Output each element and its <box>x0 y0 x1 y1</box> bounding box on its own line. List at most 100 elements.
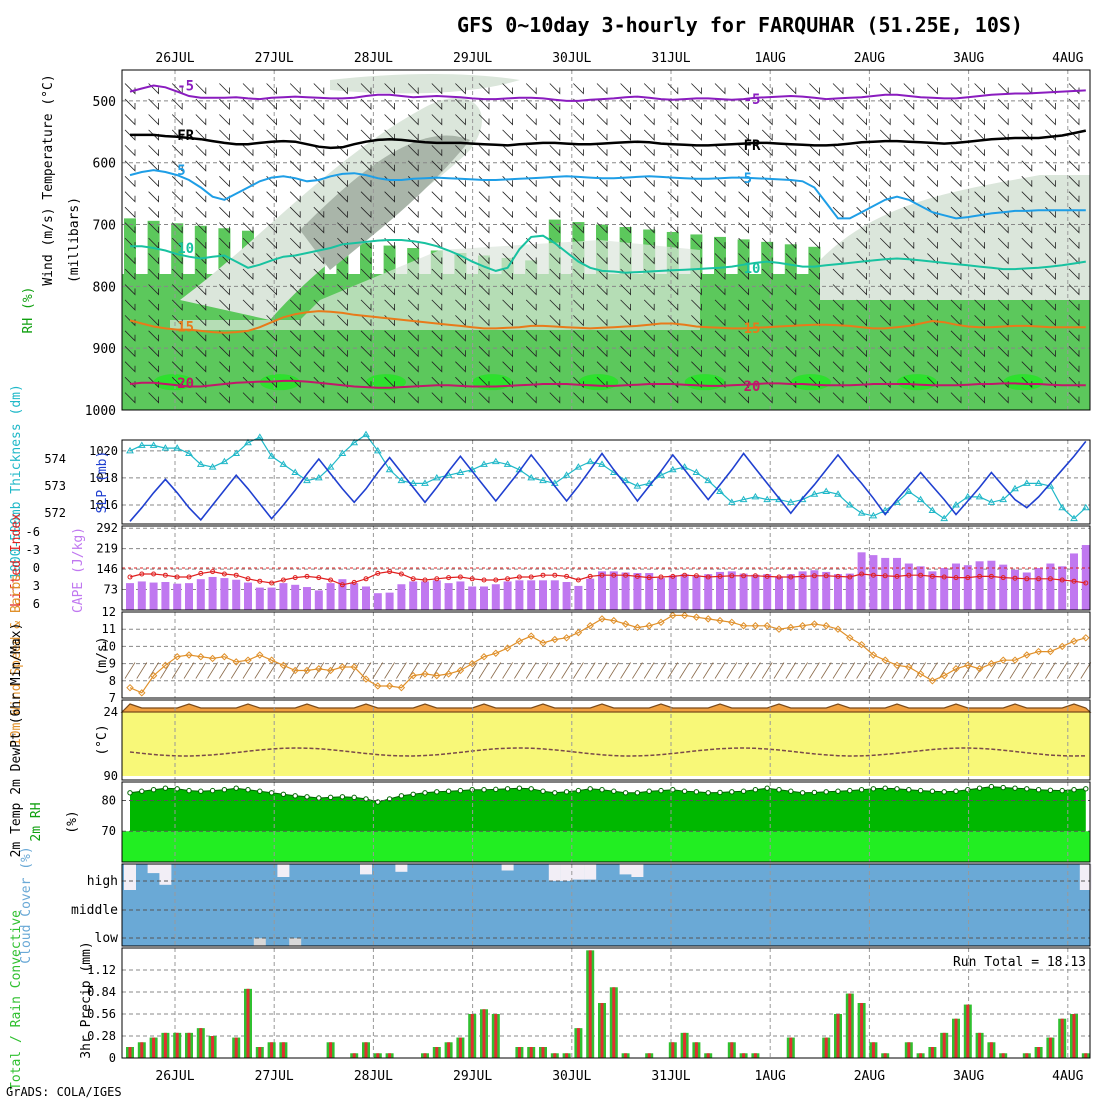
axis-label-millibars: (millibars) <box>67 197 82 283</box>
cape-bar <box>857 552 866 610</box>
thickness-marker <box>232 449 241 457</box>
thickness-marker <box>385 465 394 473</box>
rh2m-line <box>129 786 1086 803</box>
precip-convective-bar <box>423 1053 427 1058</box>
wind-speed-marker <box>468 659 476 668</box>
cape-bar <box>562 582 571 610</box>
thickness-marker <box>1070 514 1078 522</box>
cape-bar <box>609 571 618 610</box>
rh2m-tick-label: 70 <box>102 824 116 838</box>
cape-bar <box>904 563 913 610</box>
rh2m-marker <box>280 791 287 798</box>
precip-convective-bar <box>211 1036 215 1058</box>
thickness-marker <box>480 460 488 467</box>
wind-speed-marker <box>857 640 866 649</box>
lifted-index-marker <box>1024 576 1030 582</box>
rh2m-marker <box>552 790 558 796</box>
date-label-top: 28JUL <box>354 51 393 66</box>
cape-bar <box>515 580 524 610</box>
axis-label-wind-units: (m/s) <box>95 636 110 675</box>
lifted-index-marker <box>847 574 853 580</box>
cape-bar <box>326 583 335 610</box>
precip-convective-bar <box>860 1003 864 1058</box>
rh-moist-column <box>737 239 750 287</box>
rh2m-marker <box>658 787 664 794</box>
rh2m-marker <box>351 794 357 801</box>
rh2m-marker <box>174 786 180 792</box>
rh2m-marker <box>811 789 818 796</box>
wind-speed-marker <box>1058 642 1066 651</box>
temp2m-fill <box>120 703 1092 713</box>
wind-speed-marker <box>751 622 760 630</box>
thickness-marker <box>881 506 890 513</box>
wind-speed-marker <box>645 622 653 630</box>
thickness-marker <box>161 444 170 451</box>
precip-convective-bar <box>706 1053 710 1058</box>
wind-speed-marker <box>716 616 724 625</box>
wind-speed-marker <box>728 618 736 627</box>
thickness-marker <box>657 471 665 478</box>
rh2m-marker <box>988 783 995 790</box>
precip-convective-bar <box>789 1037 793 1058</box>
rh2m-marker <box>1059 787 1065 794</box>
lifted-index-marker <box>186 574 192 580</box>
wind-speed-marker <box>232 658 240 666</box>
rh2m-marker <box>788 788 794 794</box>
pressure-tick-label: 500 <box>93 95 116 110</box>
wind-speed-marker <box>126 683 134 692</box>
wind-speed-marker <box>928 677 937 685</box>
thickness-marker <box>987 498 996 505</box>
lifted-index-marker <box>587 573 593 579</box>
precip-convective-bar <box>683 1032 687 1058</box>
precip-convective-bar <box>175 1032 179 1058</box>
precip-convective-bar <box>1084 1053 1088 1058</box>
cape-tick-label: 292 <box>96 521 118 535</box>
slp-line <box>129 440 1087 522</box>
wind-speed-marker <box>279 661 288 670</box>
lifted-index-marker <box>894 573 900 579</box>
thickness-marker <box>173 444 182 451</box>
wind-speed-marker <box>657 618 665 627</box>
chart-title: GFS 0~10day 3-hourly for FARQUHAR (51.25… <box>457 13 1023 37</box>
rh2m-marker <box>150 786 157 793</box>
lifted-index-marker <box>611 572 617 578</box>
lifted-index-marker <box>422 577 428 583</box>
cape-bar <box>539 580 547 610</box>
precip-convective-bar <box>234 1037 238 1058</box>
pressure-tick-label: 800 <box>93 280 116 295</box>
wind-speed-marker <box>149 671 158 680</box>
precip-convective-bar <box>989 1042 993 1058</box>
axis-label-wind10m: 10m Wind Speed & Barbs <box>9 574 24 746</box>
wind-speed-marker <box>798 622 807 630</box>
high-cloud-gap <box>548 864 561 881</box>
lifted-index-marker <box>729 573 735 579</box>
cape-bar <box>373 593 382 610</box>
li-tick-label: -3 <box>26 543 40 557</box>
rh-moist-column <box>124 218 136 287</box>
date-label-bottom: 29JUL <box>453 1069 492 1084</box>
precip-convective-bar <box>435 1047 439 1058</box>
precip-convective-bar <box>565 1053 569 1058</box>
lifted-index-marker <box>575 577 581 583</box>
lifted-index-marker <box>280 577 286 583</box>
thickness-marker <box>208 463 217 470</box>
cape-tick-label: 146 <box>96 562 118 576</box>
cape-bar <box>173 583 182 610</box>
thickness-marker <box>621 476 630 484</box>
thickness-marker <box>810 490 819 497</box>
cape-bar <box>657 578 665 610</box>
precip-convective-bar <box>742 1053 746 1058</box>
cape-bar <box>303 587 311 610</box>
thickness-marker <box>220 457 229 465</box>
wind-speed-marker <box>197 653 205 661</box>
cape-tick-label: 73 <box>104 583 118 597</box>
thickness-marker <box>692 468 701 476</box>
precip-convective-bar <box>942 1032 946 1058</box>
rh2m-marker <box>139 788 145 794</box>
lifted-index-marker <box>776 574 782 580</box>
thickness-tick-label: 573 <box>44 479 66 493</box>
date-label-bottom: 30JUL <box>552 1069 591 1084</box>
precip-convective-bar <box>482 1009 486 1058</box>
isotherm-line <box>129 169 1086 220</box>
wind-speed-marker <box>185 651 193 659</box>
